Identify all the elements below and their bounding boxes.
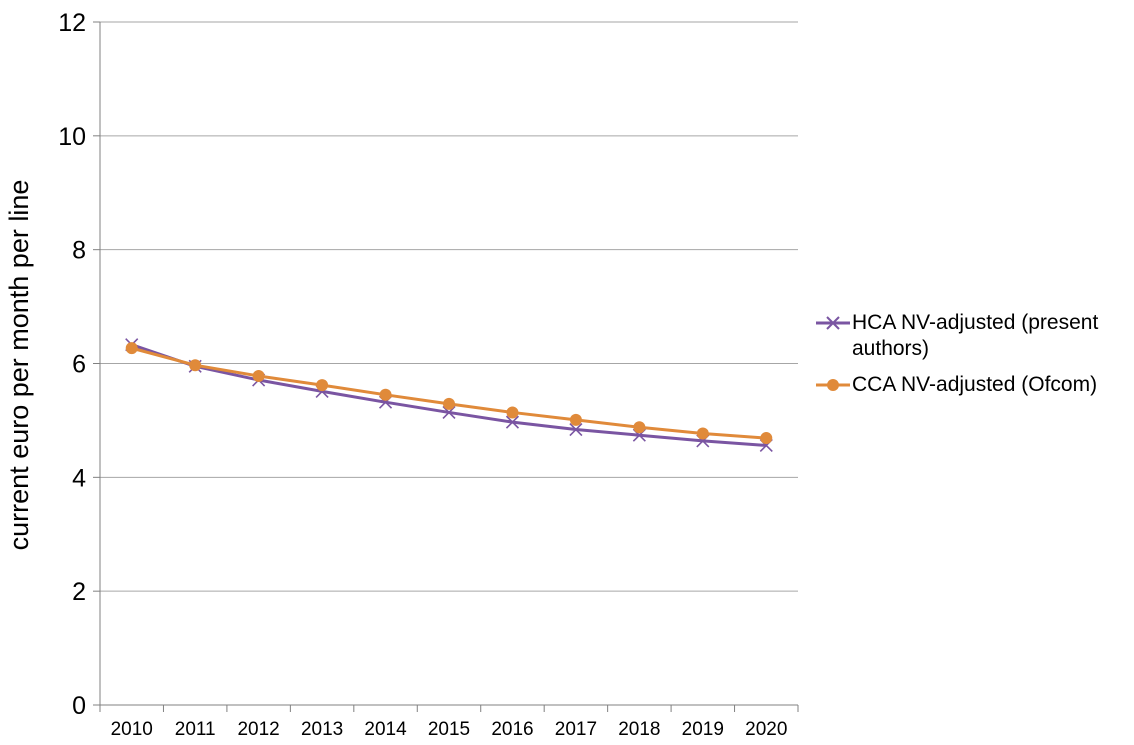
y-tick-label-8: 8 xyxy=(72,237,86,265)
y-tick-label-6: 6 xyxy=(72,351,86,379)
x-tick-label-2012: 2012 xyxy=(237,719,279,740)
y-tick-label-4: 4 xyxy=(72,464,86,492)
data-point-2014 xyxy=(379,388,392,401)
circle-marker-icon xyxy=(816,379,850,391)
legend-label-hca-line1: HCA NV-adjusted (present xyxy=(852,311,1099,334)
legend-label-cca: CCA NV-adjusted (Ofcom) xyxy=(852,373,1098,396)
series-group xyxy=(125,338,773,453)
x-tick-label-2011: 2011 xyxy=(175,719,216,740)
y-tick-label-12: 12 xyxy=(58,9,86,37)
x-tick-label-2017: 2017 xyxy=(555,719,597,740)
data-point-2016 xyxy=(506,406,519,419)
legend-item-hca: HCA NV-adjusted (present authors) xyxy=(816,310,1134,362)
x-tick-label-2020: 2020 xyxy=(745,719,787,740)
data-point-2015 xyxy=(443,397,455,410)
axes xyxy=(93,21,799,712)
y-tick-label-0: 0 xyxy=(72,692,86,720)
data-point-2016 xyxy=(505,415,520,429)
x-tick-label-2010: 2010 xyxy=(111,719,153,740)
series-line xyxy=(131,346,767,440)
data-point-2015 xyxy=(442,405,456,420)
x-tick-labels: 2010 2011 2012 2013 2014 2015 2016 2017 2018 2019… xyxy=(111,719,788,740)
gridlines xyxy=(100,21,798,592)
x-tick-label-2019: 2019 xyxy=(682,719,724,740)
data-point-2020 xyxy=(760,432,773,445)
x-tick-label-2013: 2013 xyxy=(301,719,343,740)
legend-label-hca-line2: authors) xyxy=(852,337,930,360)
series-hca xyxy=(125,338,773,453)
legend-label-hca: HCA NV-adjusted (present authors) xyxy=(850,310,1098,362)
x-tick-label-2018: 2018 xyxy=(618,719,660,740)
data-point-2012 xyxy=(252,370,265,383)
data-point-2017 xyxy=(569,413,582,426)
data-point-2017 xyxy=(569,422,583,437)
series-cca xyxy=(125,342,773,445)
y-tick-labels: 0 2 4 6 8 10 12 xyxy=(58,9,86,720)
data-point-2019 xyxy=(696,427,709,440)
data-point-2013 xyxy=(316,379,329,392)
legend-item-cca: CCA NV-adjusted (Ofcom) xyxy=(816,372,1134,398)
x-marker-icon xyxy=(816,316,850,330)
data-point-2018 xyxy=(633,421,646,434)
x-tick-label-2016: 2016 xyxy=(491,719,533,740)
legend: HCA NV-adjusted (present authors) CCA NV… xyxy=(816,310,1134,408)
y-axis-label: current euro per month per line xyxy=(4,180,34,551)
x-tick-label-2015: 2015 xyxy=(428,719,470,740)
data-point-2010 xyxy=(125,342,138,355)
y-tick-label-2: 2 xyxy=(72,578,86,606)
x-tick-label-2014: 2014 xyxy=(364,719,407,740)
data-point-2011 xyxy=(189,359,202,372)
y-tick-label-10: 10 xyxy=(58,123,86,151)
